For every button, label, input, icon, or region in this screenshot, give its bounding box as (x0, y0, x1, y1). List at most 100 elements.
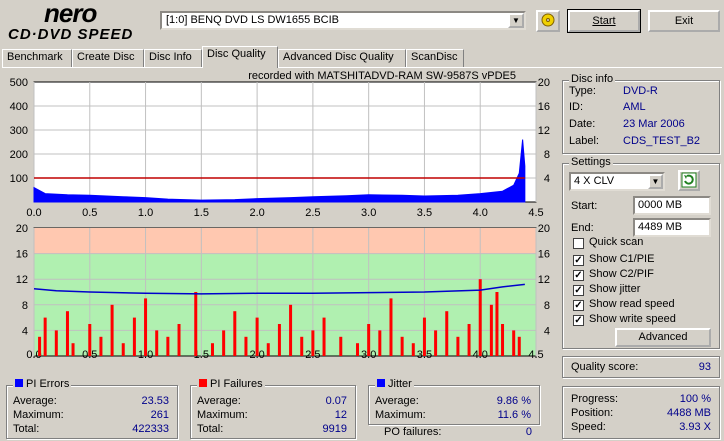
jitter-maximum-label: Maximum: (375, 409, 426, 421)
y-tick-right: 16 (538, 249, 550, 261)
date-label: Date: (569, 118, 596, 130)
pi-failures-bar (99, 336, 103, 356)
pi-failures-bar (132, 317, 136, 356)
id-label: ID: (569, 101, 584, 113)
quality-score-label: Quality score: (571, 361, 639, 373)
start-button[interactable]: Start (567, 9, 641, 33)
pi-failures-bar (311, 330, 315, 356)
show-read-speed-checkbox[interactable]: ✓ (573, 300, 584, 311)
logo-top: nero (44, 0, 97, 28)
quality-score-value: 93 (698, 361, 711, 373)
tab-benchmark[interactable]: Benchmark (2, 49, 72, 67)
pi-failures-swatch (199, 379, 207, 387)
tab-scandisc[interactable]: ScanDisc (406, 49, 464, 67)
x-tick: 2.0 (249, 207, 264, 219)
show-c2-pif-checkbox[interactable]: ✓ (573, 270, 584, 281)
y-tick-right: 8 (544, 300, 550, 312)
pi-errors-maximum-value: 261 (150, 409, 169, 421)
pi-failures-bar (322, 317, 326, 356)
pi-failures-bar (445, 311, 449, 356)
show-write-speed-label: Show write speed (589, 313, 676, 325)
quick-scan-checkbox[interactable] (573, 238, 584, 249)
pi-failures-bar (367, 324, 371, 356)
tab-advanced-disc-quality[interactable]: Advanced Disc Quality (278, 49, 406, 67)
disc-icon (541, 13, 555, 27)
tab-disc-info[interactable]: Disc Info (144, 49, 202, 67)
x-tick: 0.0 (26, 349, 41, 360)
pi-failures-bar (166, 336, 170, 356)
pi-failures-bar (356, 343, 360, 356)
x-tick: 3.0 (361, 207, 376, 219)
jitter-average-label: Average: (375, 395, 419, 407)
pi-errors-average-label: Average: (13, 395, 57, 407)
pi-failures-bar (434, 330, 438, 356)
show-c2-pif-label: Show C2/PIF (589, 268, 654, 280)
pi-failures-bar (194, 292, 198, 356)
position-label: Position: (571, 407, 614, 419)
show-c1-pie-checkbox[interactable]: ✓ (573, 255, 584, 266)
pi-failures-bar (456, 336, 460, 356)
start-field[interactable]: 0000 MB (633, 196, 711, 215)
pi-failures-bar (110, 304, 114, 356)
pi-failures-total-value: 9919 (322, 423, 347, 435)
disc-info-title: Disc info (569, 73, 616, 85)
nero-logo: nero CD·DVD SPEED (6, 0, 156, 44)
pi-failures-bar (155, 330, 159, 356)
quality-charts: recorded with MATSHITADVD-RAM SW-9587S v… (10, 70, 550, 361)
pi-failures-bar (501, 324, 505, 356)
chevron-down-icon[interactable]: ▼ (648, 174, 663, 189)
tab-disc-quality[interactable]: Disc Quality (202, 46, 278, 68)
pi-failures-bar (266, 343, 270, 356)
pi-errors-average-value: 23.53 (141, 395, 169, 407)
exit-button[interactable]: Exit (648, 10, 720, 32)
tab-create-disc[interactable]: Create Disc (72, 49, 144, 67)
pi-failures-bar (144, 298, 148, 356)
show-write-speed-checkbox[interactable]: ✓ (573, 315, 584, 326)
jitter-group: Jitter Average: 9.86 % Maximum: 11.6 % (368, 378, 540, 425)
y-tick-right: 12 (538, 125, 550, 137)
pi-failures-bar (389, 298, 393, 356)
jitter-swatch (377, 379, 385, 387)
y-tick-left: 8 (22, 300, 28, 312)
pi-failures-bar (38, 336, 42, 356)
drive-info-button[interactable] (536, 10, 560, 32)
y-tick-right: 20 (538, 77, 550, 89)
refresh-button[interactable] (678, 170, 700, 191)
y-tick-right: 4 (544, 325, 550, 337)
pi-failures-bar (478, 279, 482, 356)
pi-failures-bar (289, 304, 293, 356)
pi-failures-bar (422, 317, 426, 356)
y-tick-left: 100 (10, 173, 28, 185)
show-jitter-checkbox[interactable]: ✓ (573, 285, 584, 296)
pi-errors-swatch (15, 379, 23, 387)
progress-label: Progress: (571, 393, 619, 405)
end-field[interactable]: 4489 MB (633, 218, 711, 237)
y-tick-left: 4 (22, 325, 28, 337)
speed-select[interactable]: 4 X CLV ▼ (569, 172, 665, 191)
speed-value: 3.93 X (679, 421, 711, 433)
chart-area: recorded with MATSHITADVD-RAM SW-9587S v… (6, 70, 556, 361)
pi-failures-bar (512, 330, 516, 356)
pi-failures-bar (495, 292, 499, 356)
chevron-down-icon[interactable]: ▼ (508, 13, 524, 28)
pi-failures-total-label: Total: (197, 423, 224, 435)
chart-caption: recorded with MATSHITADVD-RAM SW-9587S v… (248, 70, 516, 82)
progress-group: Progress: 100 % Position: 4488 MB Speed:… (562, 386, 720, 439)
disc-info-group: Disc info Type: DVD-R ID: AML Date: 23 M… (562, 73, 720, 154)
pi-errors-area (33, 139, 526, 203)
pi-failures-title: PI Failures (210, 378, 263, 390)
progress-value: 100 % (679, 393, 711, 405)
quick-scan-label: Quick scan (589, 236, 644, 248)
drive-select[interactable]: [1:0] BENQ DVD LS DW1655 BCIB ▼ (160, 11, 526, 30)
advanced-button[interactable]: Advanced (615, 328, 711, 347)
jitter-maximum-value: 11.6 % (497, 409, 531, 421)
y-tick-left: 300 (10, 125, 28, 137)
y-tick-left: 12 (16, 274, 28, 286)
pi-failures-group: PI Failures Average: 0.07 Maximum: 12 To… (190, 378, 356, 439)
show-jitter-label: Show jitter (589, 283, 641, 295)
y-tick-right: 8 (544, 149, 550, 161)
x-tick: 2.5 (305, 207, 320, 219)
id-value: AML (623, 101, 646, 113)
end-field-label: End: (571, 222, 594, 234)
po-failures-value: 0 (525, 426, 532, 438)
